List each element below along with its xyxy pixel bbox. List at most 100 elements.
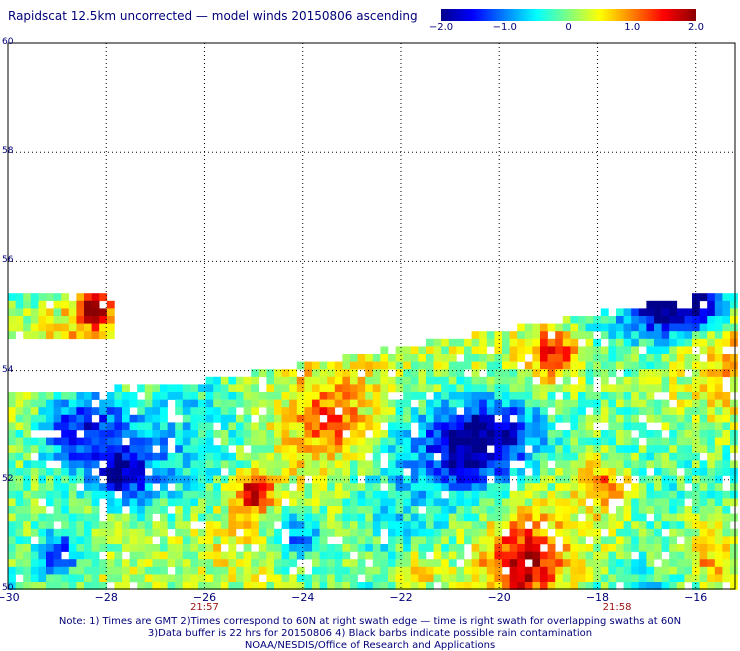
swath-cell: [15, 437, 24, 446]
swath-cell: [714, 392, 723, 400]
swath-cell: [228, 498, 237, 507]
swath-cell: [319, 422, 328, 431]
plot-frame: [7, 42, 736, 590]
swath-cell: [600, 468, 609, 476]
swath-cell: [669, 445, 678, 454]
swath-cell: [524, 399, 533, 408]
swath-cell: [236, 376, 244, 385]
swath-cell: [684, 430, 693, 438]
swath-cell: [160, 528, 168, 537]
swath-cell: [578, 430, 586, 438]
swath-cell: [593, 574, 602, 583]
swath-cell: [251, 506, 260, 514]
swath-cell: [327, 414, 336, 423]
swath-cell: [608, 452, 617, 461]
swath-cell: [91, 498, 100, 507]
swath-cell: [418, 445, 427, 454]
swath-cell: [350, 544, 358, 552]
swath-cell: [707, 392, 716, 400]
swath-cell: [258, 566, 267, 575]
swath-cell: [684, 544, 693, 552]
swath-cell: [61, 536, 70, 545]
swath-cell: [524, 490, 533, 499]
swath-cell: [8, 437, 16, 446]
swath-cell: [372, 582, 381, 590]
swath-cell: [144, 506, 153, 514]
swath-cell: [433, 513, 442, 522]
swath-cell: [23, 300, 32, 309]
swath-cell: [236, 582, 244, 590]
swath-cell: [631, 323, 640, 332]
swath-cell: [540, 437, 548, 446]
swath-cell: [46, 293, 54, 302]
swath-cell: [714, 544, 723, 552]
swath-cell: [53, 407, 62, 416]
swath-cell: [350, 521, 358, 530]
swath-cell: [205, 437, 214, 446]
swath-cell: [547, 468, 556, 476]
swath-cell: [730, 536, 738, 545]
swath-cell: [479, 445, 488, 454]
swath-cell: [669, 392, 678, 400]
swath-cell: [532, 369, 541, 378]
swath-cell: [517, 407, 526, 416]
swath-cell: [578, 498, 586, 507]
swath-cell: [350, 460, 358, 469]
swath-cell: [167, 422, 176, 431]
swath-cell: [661, 437, 670, 446]
swath-cell: [578, 422, 586, 431]
swath-cell: [600, 361, 609, 370]
swath-cell: [646, 361, 655, 370]
swath-cell: [433, 430, 442, 438]
swath-cell: [304, 528, 313, 537]
swath-cell: [281, 392, 290, 400]
swath-cell: [669, 521, 678, 530]
swath-cell: [471, 528, 480, 537]
swath-cell: [38, 300, 47, 309]
swath-cell: [707, 483, 716, 492]
swath-cell: [46, 559, 54, 568]
swath-cell: [236, 506, 244, 514]
swath-cell: [418, 559, 427, 568]
swath-cell: [654, 399, 662, 408]
swath-cell: [296, 430, 305, 438]
swath-cell: [722, 566, 731, 575]
swath-cell: [593, 437, 602, 446]
swath-cell: [502, 338, 510, 347]
swath-cell: [448, 376, 457, 385]
swath-cell: [198, 460, 206, 469]
swath-cell: [433, 361, 442, 370]
swath-cell: [38, 392, 47, 400]
swath-cell: [456, 468, 465, 476]
swath-cell: [106, 445, 115, 454]
swath-cell: [243, 414, 252, 423]
swath-cell: [456, 430, 465, 438]
swath-cell: [403, 521, 412, 530]
swath-cell: [532, 445, 541, 454]
swath-cell: [441, 498, 450, 507]
swath-cell: [30, 392, 39, 400]
swath-cell: [623, 376, 632, 385]
swath-cell: [403, 445, 412, 454]
swath-cell: [600, 498, 609, 507]
swath-cell: [562, 460, 571, 469]
swath-cell: [684, 316, 693, 324]
swath-cell: [319, 407, 328, 416]
swath-cell: [281, 460, 290, 469]
swath-cell: [692, 384, 700, 393]
swath-cell: [76, 574, 85, 583]
swath-cell: [342, 566, 351, 575]
swath-cell: [547, 361, 556, 370]
swath-cell: [205, 452, 214, 461]
swath-cell: [471, 559, 480, 568]
swath-cell: [99, 308, 108, 317]
swath-cell: [646, 566, 655, 575]
swath-cell: [175, 582, 184, 590]
swath-cell: [578, 414, 586, 423]
swath-cell: [365, 536, 374, 545]
swath-cell: [15, 506, 24, 514]
swath-cell: [53, 498, 62, 507]
swath-cell: [38, 414, 47, 423]
swath-cell: [395, 376, 404, 385]
swath-cell: [547, 437, 556, 446]
